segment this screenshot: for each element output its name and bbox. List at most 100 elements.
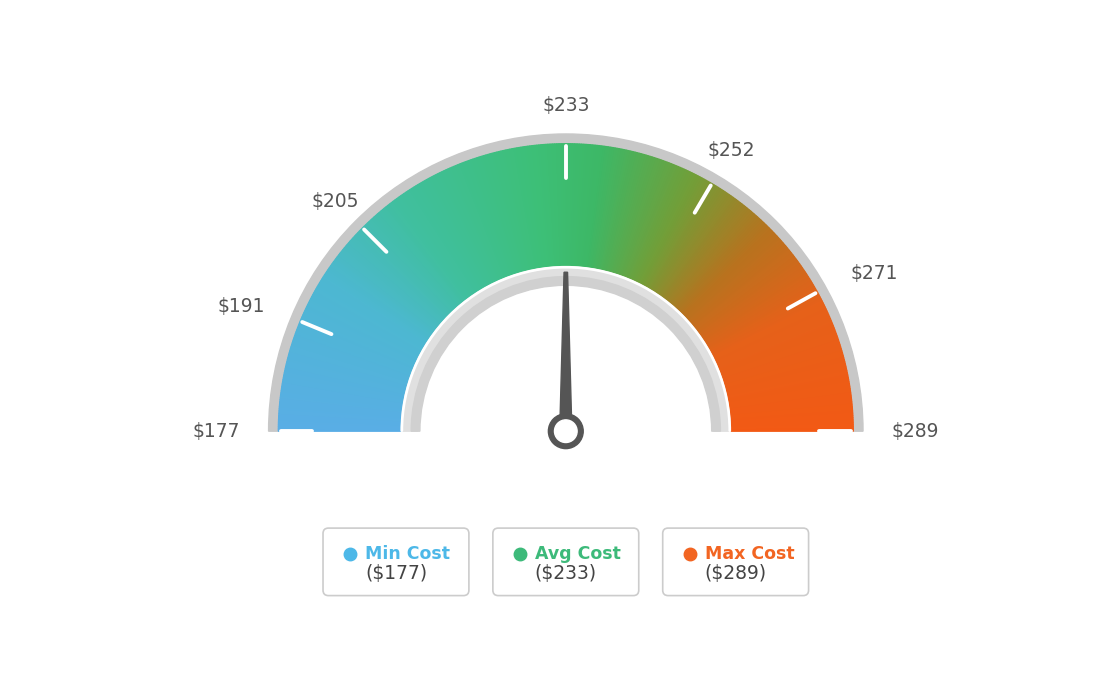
Wedge shape	[688, 241, 783, 324]
Wedge shape	[718, 328, 835, 373]
Wedge shape	[649, 184, 714, 291]
FancyBboxPatch shape	[323, 528, 469, 595]
Wedge shape	[721, 342, 840, 382]
Wedge shape	[615, 157, 655, 276]
Wedge shape	[299, 322, 415, 370]
Wedge shape	[295, 334, 412, 377]
Wedge shape	[650, 185, 716, 292]
Wedge shape	[279, 411, 403, 421]
Wedge shape	[631, 168, 684, 282]
Wedge shape	[724, 364, 846, 394]
Wedge shape	[561, 144, 564, 268]
Wedge shape	[596, 149, 622, 271]
Wedge shape	[660, 196, 733, 298]
Wedge shape	[278, 424, 403, 428]
Wedge shape	[659, 195, 731, 297]
Wedge shape	[341, 250, 439, 329]
Wedge shape	[646, 180, 708, 289]
Wedge shape	[286, 364, 407, 394]
Wedge shape	[309, 301, 421, 358]
Wedge shape	[598, 150, 626, 272]
Wedge shape	[720, 334, 837, 377]
Wedge shape	[648, 183, 712, 290]
Wedge shape	[718, 324, 834, 371]
Wedge shape	[625, 163, 671, 279]
Wedge shape	[722, 349, 842, 386]
Wedge shape	[729, 415, 853, 424]
Wedge shape	[402, 267, 730, 431]
Wedge shape	[268, 134, 863, 431]
Wedge shape	[601, 150, 628, 272]
Wedge shape	[722, 344, 840, 383]
Wedge shape	[710, 295, 820, 355]
Wedge shape	[593, 148, 615, 270]
Wedge shape	[724, 362, 846, 393]
Wedge shape	[645, 179, 707, 288]
Text: Avg Cost: Avg Cost	[535, 545, 622, 563]
Wedge shape	[456, 165, 505, 280]
Wedge shape	[288, 353, 408, 388]
Wedge shape	[701, 271, 806, 342]
Wedge shape	[684, 233, 775, 319]
Wedge shape	[618, 159, 661, 277]
Wedge shape	[288, 355, 408, 389]
Wedge shape	[554, 144, 561, 268]
Wedge shape	[704, 279, 810, 346]
Wedge shape	[379, 211, 460, 307]
Wedge shape	[279, 402, 403, 416]
Wedge shape	[721, 340, 839, 381]
Wedge shape	[678, 221, 764, 313]
Wedge shape	[358, 231, 448, 319]
Wedge shape	[449, 168, 501, 282]
Wedge shape	[386, 206, 465, 304]
Wedge shape	[466, 161, 510, 278]
Wedge shape	[458, 164, 506, 280]
Wedge shape	[691, 248, 788, 328]
Wedge shape	[532, 146, 548, 269]
Wedge shape	[694, 253, 793, 331]
Wedge shape	[729, 413, 852, 422]
Wedge shape	[442, 171, 497, 284]
Wedge shape	[716, 319, 831, 368]
Wedge shape	[725, 368, 847, 397]
Wedge shape	[687, 238, 779, 322]
Wedge shape	[287, 357, 408, 391]
Wedge shape	[723, 353, 843, 388]
Wedge shape	[519, 147, 540, 270]
Wedge shape	[285, 368, 406, 397]
Wedge shape	[573, 144, 582, 268]
Wedge shape	[583, 146, 597, 269]
Wedge shape	[700, 266, 803, 338]
Wedge shape	[278, 422, 403, 427]
Wedge shape	[354, 235, 447, 320]
Wedge shape	[543, 144, 554, 268]
Wedge shape	[280, 391, 404, 409]
Wedge shape	[357, 233, 447, 319]
Wedge shape	[284, 373, 406, 400]
Wedge shape	[680, 226, 769, 316]
Wedge shape	[725, 371, 847, 398]
Wedge shape	[634, 170, 688, 284]
Wedge shape	[477, 157, 517, 276]
Wedge shape	[512, 148, 537, 270]
Wedge shape	[539, 145, 552, 268]
Wedge shape	[726, 382, 849, 404]
Wedge shape	[635, 171, 690, 284]
Wedge shape	[343, 248, 440, 328]
Wedge shape	[297, 328, 414, 373]
Wedge shape	[604, 152, 635, 273]
Wedge shape	[607, 153, 641, 274]
Wedge shape	[323, 275, 428, 344]
Wedge shape	[406, 191, 476, 295]
Wedge shape	[548, 144, 556, 268]
Wedge shape	[716, 322, 832, 370]
Wedge shape	[701, 270, 805, 340]
Wedge shape	[550, 144, 559, 268]
Wedge shape	[728, 393, 851, 411]
Wedge shape	[470, 159, 513, 277]
Wedge shape	[661, 199, 736, 300]
Wedge shape	[657, 193, 728, 296]
Wedge shape	[446, 169, 499, 283]
Wedge shape	[408, 190, 477, 295]
Text: $289: $289	[891, 422, 938, 441]
